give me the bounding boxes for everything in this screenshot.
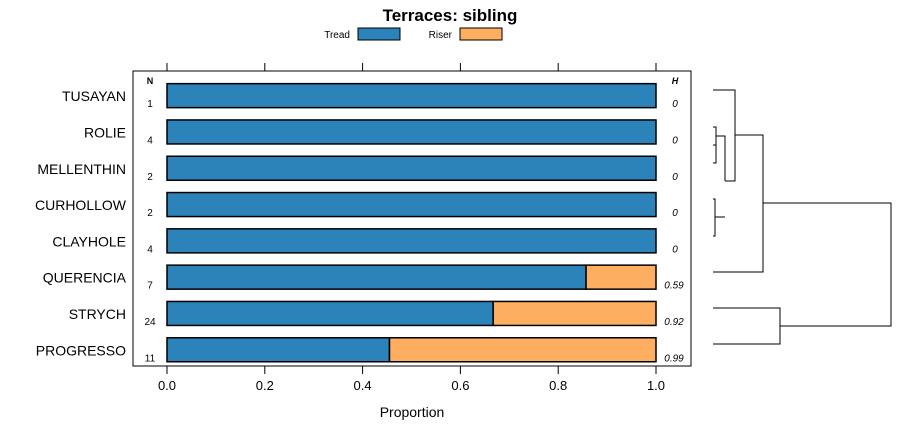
n-column-header: N bbox=[147, 76, 154, 86]
h-value: 0.99 bbox=[664, 353, 684, 364]
bar-segment-tread bbox=[166, 337, 391, 363]
category-label: CURHOLLOW bbox=[35, 197, 127, 213]
x-tick-label: 0.8 bbox=[549, 378, 567, 393]
n-value: 7 bbox=[147, 281, 153, 292]
x-axis-title: Proportion bbox=[380, 404, 445, 420]
bar-segment-tread bbox=[166, 228, 657, 254]
h-value: 0.92 bbox=[664, 317, 684, 328]
bar-group bbox=[166, 264, 657, 290]
bar-group bbox=[166, 228, 657, 254]
x-tick-label: 1.0 bbox=[647, 378, 665, 393]
n-value: 4 bbox=[147, 244, 153, 255]
bar-groups bbox=[166, 82, 657, 363]
legend-swatch-riser bbox=[459, 27, 503, 41]
bar-group bbox=[166, 300, 657, 327]
category-label: MELLENTHIN bbox=[37, 161, 126, 177]
legend: Tread Riser bbox=[324, 27, 503, 41]
category-label: CLAYHOLE bbox=[52, 233, 126, 249]
bar-segment-riser bbox=[492, 300, 657, 327]
category-label: TUSAYAN bbox=[62, 88, 126, 104]
dendrogram bbox=[713, 89, 892, 345]
n-value: 11 bbox=[145, 353, 156, 364]
bar-group bbox=[166, 337, 657, 363]
category-label: QUERENCIA bbox=[43, 270, 127, 286]
n-value: 4 bbox=[147, 135, 153, 146]
chart-title: Terraces: sibling bbox=[383, 6, 518, 25]
bar-group bbox=[166, 119, 657, 145]
category-label: STRYCH bbox=[69, 306, 126, 322]
legend-swatch-tread bbox=[357, 27, 401, 41]
bar-segment-tread bbox=[166, 264, 587, 290]
bar-segment-tread bbox=[166, 82, 657, 109]
top-tick-marks bbox=[166, 63, 657, 71]
n-value: 2 bbox=[147, 208, 153, 219]
bar-segment-tread bbox=[166, 300, 494, 327]
n-value: 2 bbox=[147, 172, 153, 183]
bar-segment-tread bbox=[166, 119, 657, 145]
n-value: 24 bbox=[144, 317, 156, 328]
n-value: 1 bbox=[147, 99, 153, 110]
legend-label-riser: Riser bbox=[429, 30, 453, 41]
category-label: ROLIE bbox=[84, 124, 126, 140]
category-label: PROGRESSO bbox=[36, 342, 126, 358]
x-tick-label: 0.4 bbox=[354, 378, 372, 393]
bar-group bbox=[166, 155, 657, 181]
h-value: 0 bbox=[672, 99, 678, 110]
h-value: 0.59 bbox=[664, 281, 684, 292]
h-value: 0 bbox=[672, 208, 678, 219]
plot-frame bbox=[132, 70, 692, 367]
bar-segment-tread bbox=[166, 155, 657, 181]
bar-segment-riser bbox=[388, 337, 657, 363]
bar-segment-tread bbox=[166, 191, 657, 218]
h-value: 0 bbox=[672, 172, 678, 183]
x-tick-label: 0.0 bbox=[158, 378, 176, 393]
dendrogram-branches bbox=[713, 89, 892, 345]
category-labels: TUSAYAN 1 0 ROLIE 4 0 MELLENTHIN 2 0 CURHOLLOW 2 0 C… bbox=[35, 88, 684, 364]
bar-group bbox=[166, 191, 657, 218]
legend-label-tread: Tread bbox=[324, 30, 350, 41]
bar-segment-riser bbox=[585, 264, 657, 290]
h-value: 0 bbox=[672, 244, 678, 255]
h-value: 0 bbox=[672, 135, 678, 146]
h-column-header: H bbox=[672, 76, 679, 86]
bottom-tick-marks: 0.0 0.2 0.4 0.6 0.8 1.0 bbox=[158, 366, 665, 393]
bar-group bbox=[166, 82, 657, 109]
x-tick-label: 0.2 bbox=[256, 378, 274, 393]
x-tick-label: 0.6 bbox=[451, 378, 469, 393]
